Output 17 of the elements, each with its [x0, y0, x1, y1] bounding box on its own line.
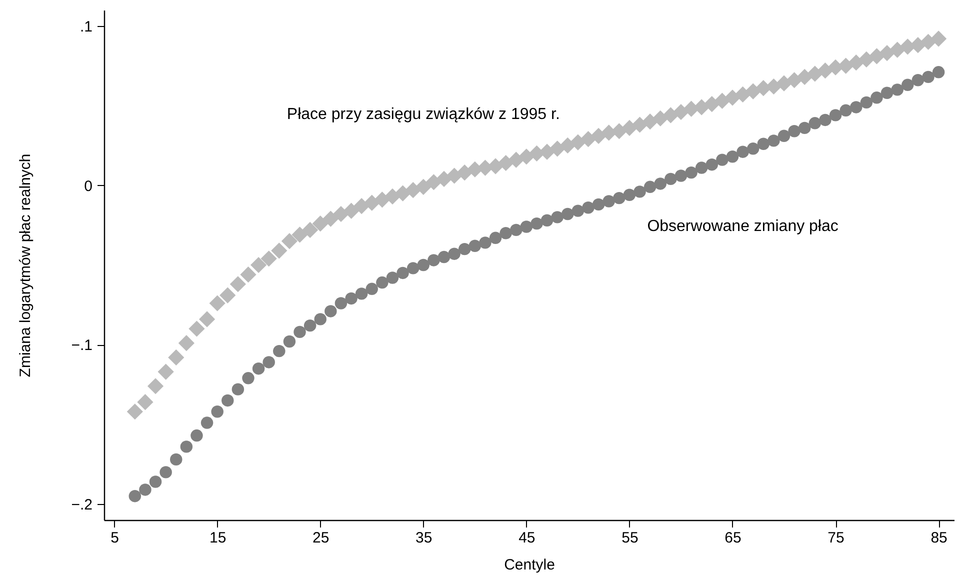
x-tick-label: 25 [312, 530, 330, 546]
x-tick-label: 65 [724, 530, 742, 546]
x-tick-label: 35 [416, 530, 432, 546]
x-tick-label: 15 [209, 530, 226, 546]
y-tick-label: −.1 [71, 337, 92, 354]
series-label: Obserwowane zmiany płac [647, 218, 838, 235]
x-tick-label: 75 [828, 530, 844, 546]
x-tick-label: 85 [930, 530, 948, 546]
y-axis-title: Zmiana logarytmów płac realnych [17, 154, 34, 378]
y-tick-label: −.2 [71, 496, 92, 514]
series-label: Płace przy zasięgu związków z 1995 r. [286, 106, 560, 123]
x-tick-label: 45 [518, 530, 536, 546]
y-tick-label: 0 [84, 178, 92, 195]
y-tick-label: .1 [80, 18, 92, 36]
x-tick-label: 5 [110, 530, 119, 546]
x-tick-label: 55 [622, 530, 638, 546]
x-axis-title: Centyle [504, 556, 555, 574]
